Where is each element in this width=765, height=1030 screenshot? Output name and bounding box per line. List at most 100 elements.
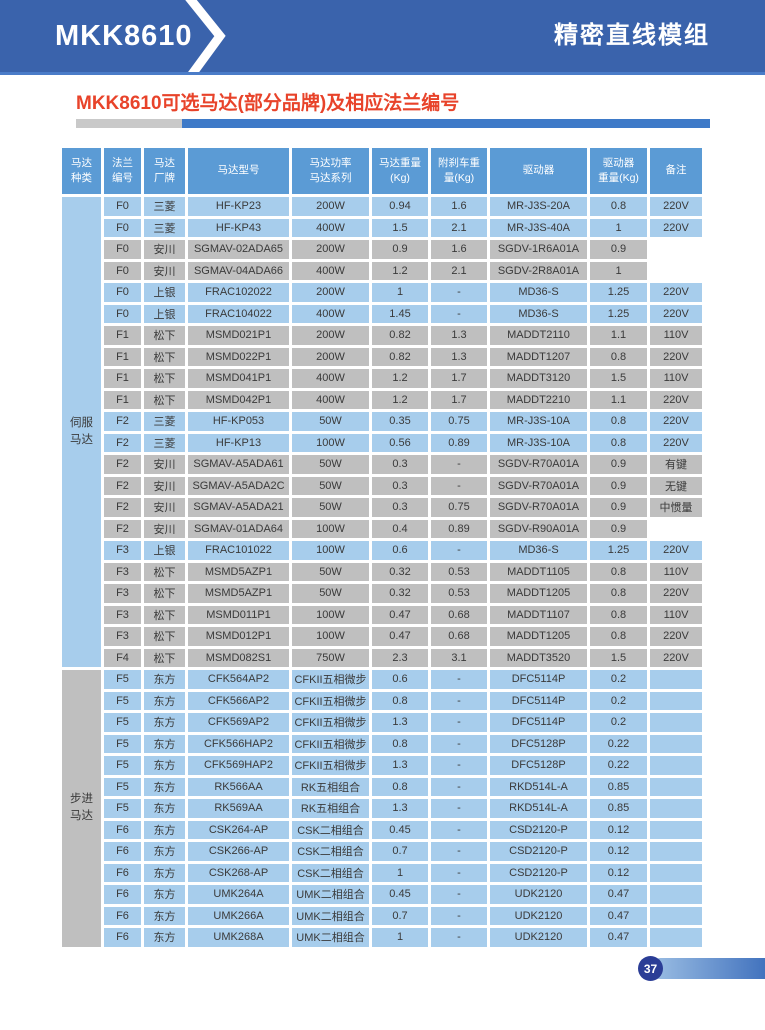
cell-weight: 0.7 (372, 842, 428, 861)
cell-driver: SGDV-2R8A01A (490, 261, 587, 280)
cell-brake_weight: - (431, 670, 487, 689)
cell-model: SGMAV-04ADA66 (188, 261, 289, 280)
cell-flange: F1 (104, 347, 141, 366)
cell-note: 无键 (650, 476, 702, 495)
cell-note (650, 670, 702, 689)
cell-note: 110V (650, 605, 702, 624)
cell-weight: 0.9 (372, 240, 428, 259)
decorative-bar-gray-segment (76, 119, 182, 128)
cell-note (650, 262, 702, 281)
cell-weight: 1.2 (372, 369, 428, 388)
cell-note: 220V (650, 347, 702, 366)
cell-driver: DFC5128P (490, 756, 587, 775)
cell-brake_weight: - (431, 777, 487, 796)
cell-driver_weight: 0.12 (590, 863, 647, 882)
cell-power: UMK二相组合 (292, 906, 369, 925)
cell-driver: MD36-S (490, 541, 587, 560)
cell-flange: F1 (104, 390, 141, 409)
cell-brake_weight: 0.53 (431, 562, 487, 581)
cell-brand: 东方 (144, 885, 185, 904)
cell-flange: F3 (104, 627, 141, 646)
cell-model: CFK566HAP2 (188, 734, 289, 753)
cell-weight: 1.3 (372, 713, 428, 732)
cell-driver: UDK2120 (490, 906, 587, 925)
cell-note: 220V (650, 648, 702, 667)
cell-weight: 1.3 (372, 799, 428, 818)
cell-weight: 1.2 (372, 261, 428, 280)
page-number-badge: 37 (638, 956, 663, 981)
cell-model: RK569AA (188, 799, 289, 818)
cell-brake_weight: 3.1 (431, 648, 487, 667)
cell-driver: RKD514L-A (490, 799, 587, 818)
cell-power: 50W (292, 498, 369, 517)
cell-brand: 东方 (144, 842, 185, 861)
cell-driver_weight: 1.25 (590, 283, 647, 302)
cell-brake_weight: 1.6 (431, 240, 487, 259)
cell-weight: 1 (372, 928, 428, 947)
cell-note: 110V (650, 562, 702, 581)
cell-driver: MR-J3S-10A (490, 433, 587, 452)
cell-brake_weight: - (431, 734, 487, 753)
cell-driver: DFC5128P (490, 734, 587, 753)
cell-brake_weight: 0.68 (431, 605, 487, 624)
cell-brand: 东方 (144, 756, 185, 775)
cell-flange: F0 (104, 218, 141, 237)
cell-brake_weight: - (431, 799, 487, 818)
cell-driver: DFC5114P (490, 691, 587, 710)
cell-weight: 2.3 (372, 648, 428, 667)
cell-flange: F2 (104, 498, 141, 517)
cell-weight: 1.2 (372, 390, 428, 409)
cell-brake_weight: - (431, 304, 487, 323)
cell-model: HF-KP13 (188, 433, 289, 452)
cell-note: 220V (650, 584, 702, 603)
section-title: MKK8610可选马达(部分品牌)及相应法兰编号 (76, 93, 460, 114)
cell-driver_weight: 0.2 (590, 691, 647, 710)
cell-model: CFK569HAP2 (188, 756, 289, 775)
cell-model: FRAC104022 (188, 304, 289, 323)
cell-flange: F2 (104, 455, 141, 474)
chevron-right-icon (185, 0, 226, 72)
cell-weight: 0.82 (372, 326, 428, 345)
cell-flange: F0 (104, 240, 141, 259)
cell-driver_weight: 1.5 (590, 369, 647, 388)
cell-note: 220V (650, 412, 702, 431)
cell-note (650, 713, 702, 732)
cell-note: 220V (650, 541, 702, 560)
cell-note (650, 756, 702, 775)
cell-driver: RKD514L-A (490, 777, 587, 796)
cell-brake_weight: - (431, 476, 487, 495)
cell-power: UMK二相组合 (292, 928, 369, 947)
cell-driver: SGDV-R70A01A (490, 455, 587, 474)
cell-weight: 0.7 (372, 906, 428, 925)
cell-note: 有键 (650, 455, 702, 474)
cell-driver: UDK2120 (490, 928, 587, 947)
cell-flange: F2 (104, 476, 141, 495)
cell-driver: MADDT3520 (490, 648, 587, 667)
cell-model: MSMD011P1 (188, 605, 289, 624)
cell-brake_weight: 0.68 (431, 627, 487, 646)
cell-note: 220V (650, 218, 702, 237)
cell-power: RK五相组合 (292, 799, 369, 818)
cell-model: MSMD082S1 (188, 648, 289, 667)
cell-flange: F3 (104, 605, 141, 624)
cell-weight: 0.8 (372, 691, 428, 710)
cell-power: 400W (292, 218, 369, 237)
cell-brake_weight: - (431, 906, 487, 925)
cell-weight: 1.3 (372, 756, 428, 775)
cell-driver_weight: 0.2 (590, 670, 647, 689)
cell-power: 400W (292, 261, 369, 280)
cell-brand: 安川 (144, 455, 185, 474)
cell-brand: 松下 (144, 648, 185, 667)
cell-driver_weight: 0.85 (590, 799, 647, 818)
cell-power: 200W (292, 283, 369, 302)
column-header-flange: 法兰 编号 (104, 148, 141, 194)
cell-flange: F2 (104, 412, 141, 431)
cell-model: SGMAV-01ADA64 (188, 519, 289, 538)
cell-flange: F4 (104, 648, 141, 667)
cell-brake_weight: 1.7 (431, 369, 487, 388)
cell-driver_weight: 1.1 (590, 390, 647, 409)
cell-flange: F5 (104, 799, 141, 818)
cell-power: 400W (292, 369, 369, 388)
cell-brake_weight: 0.53 (431, 584, 487, 603)
cell-model: FRAC102022 (188, 283, 289, 302)
